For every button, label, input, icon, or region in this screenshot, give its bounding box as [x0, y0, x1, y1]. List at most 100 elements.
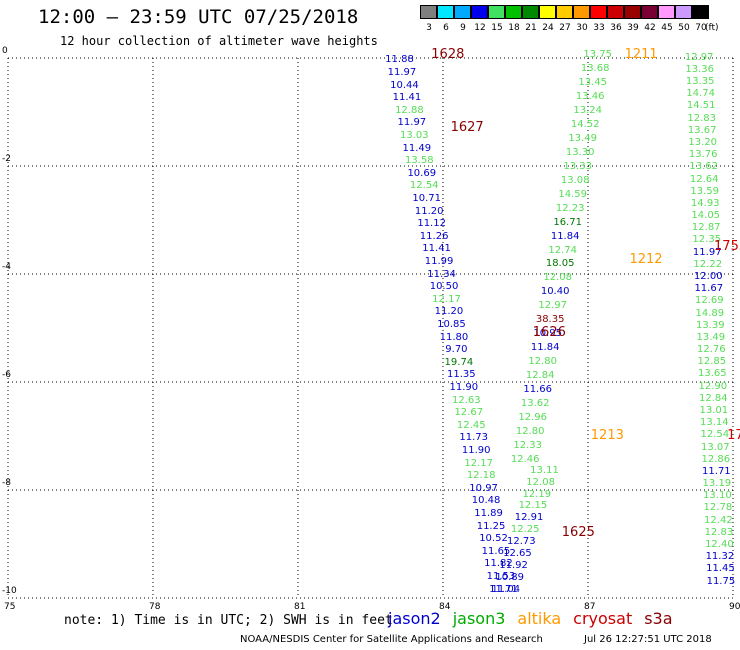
- legend-label: 45: [661, 23, 673, 33]
- wave-height-value: 13.45: [578, 76, 607, 88]
- satellite-legend-altika: altika: [517, 609, 562, 628]
- wave-height-value: 11.73: [459, 432, 489, 444]
- wave-height-value: 11.97: [692, 246, 722, 258]
- lat-tick-label: -4: [2, 262, 11, 272]
- wave-height-value: 13.62: [689, 161, 719, 173]
- legend-swatch: [505, 5, 522, 19]
- wave-height-value: 9.70: [445, 344, 468, 356]
- wave-height-value: 11.71: [489, 583, 518, 595]
- wave-height-value: 14.89: [695, 307, 725, 319]
- wave-height-value: 12.00: [693, 270, 723, 282]
- lon-tick-label: 87: [584, 602, 596, 612]
- satellite-legend: jason2 jason3 altika cryosat s3a: [388, 609, 685, 628]
- lat-tick-label: -10: [2, 586, 17, 596]
- wave-height-value: 14.74: [686, 88, 715, 100]
- wave-height-value: 13.07: [701, 441, 730, 453]
- legend-label: 6: [443, 23, 449, 33]
- wave-height-value: 12.86: [701, 453, 731, 465]
- wave-height-value: 12.33: [513, 440, 542, 452]
- wave-height-value: 13.01: [699, 404, 729, 416]
- legend-label: 15: [491, 23, 503, 33]
- legend-swatch: [522, 5, 539, 19]
- wave-height-value: 11.75: [706, 575, 736, 587]
- wave-height-value: 11.88: [385, 54, 414, 66]
- wave-height-value: 10.69: [407, 167, 437, 179]
- wave-height-value: 12.96: [518, 412, 547, 424]
- wave-height-value: 13.59: [690, 185, 720, 197]
- wave-height-value: 11.49: [402, 142, 432, 154]
- wave-height-value: 13.24: [573, 104, 602, 116]
- wave-height-value: 13.65: [697, 368, 727, 380]
- wave-height-value: 12.74: [548, 244, 577, 256]
- legend-swatch: [675, 5, 692, 19]
- wave-height-value: 11.89: [474, 508, 503, 519]
- satellite-legend-cryosat: cryosat: [573, 609, 633, 628]
- legend-swatch: [471, 5, 488, 19]
- legend-swatch: [607, 5, 624, 19]
- wave-height-value: 10.50: [429, 281, 459, 293]
- wave-height-value: 11.65: [481, 545, 511, 557]
- wave-height-value: 13.62: [520, 398, 550, 410]
- pass-number-label: 1625: [561, 524, 595, 540]
- wave-height-value: 13.36: [685, 63, 714, 75]
- wave-height-value: 12.88: [395, 104, 424, 116]
- wave-height-value: 13.14: [700, 417, 729, 429]
- wave-height-value: 11.97: [387, 67, 417, 78]
- wave-height-value: 11.80: [439, 331, 469, 343]
- legend-swatch: [658, 5, 675, 19]
- wave-height-value: 13.30: [565, 146, 595, 158]
- wave-height-value: 11.90: [449, 382, 479, 393]
- generated-timestamp: Jul 26 12:27:51 UTC 2018: [584, 634, 712, 645]
- satellite-legend-s3a: s3a: [644, 609, 673, 628]
- wave-height-value: 12.67: [454, 407, 484, 419]
- legend-swatch: [420, 5, 437, 19]
- wave-height-value: 11.82: [484, 558, 513, 570]
- lat-tick-label: 0: [2, 46, 8, 56]
- credit-text: NOAA/NESDIS Center for Satellite Applica…: [240, 634, 543, 645]
- wave-height-value: 12.63: [451, 394, 481, 406]
- legend-label: 21: [525, 23, 537, 33]
- wave-height-value: 12.73: [506, 536, 536, 548]
- pass-number-label: 1211: [624, 47, 658, 62]
- legend-swatch: [692, 5, 709, 19]
- wave-height-value: 11.04: [491, 583, 521, 595]
- wave-height-value: 11.90: [461, 445, 491, 456]
- wave-height-value: 13.46: [575, 90, 605, 102]
- wave-height-value: 11.41: [422, 243, 451, 255]
- wave-height-value: 13.08: [560, 174, 590, 186]
- wave-height-value: 11.99: [424, 256, 454, 267]
- wave-height-value: 11.20: [434, 306, 464, 318]
- wave-height-value: 13.58: [404, 155, 434, 167]
- wave-height-value: 12.97: [684, 51, 714, 63]
- legend-label: 27: [559, 23, 571, 33]
- wave-height-value: 12.83: [687, 112, 717, 124]
- wave-height-value: 12.42: [704, 514, 733, 526]
- wave-height-value: 13.33: [563, 160, 592, 172]
- legend-label: 12: [474, 23, 486, 33]
- legend-swatch: [590, 5, 607, 19]
- wave-height-value: 13.19: [702, 478, 732, 490]
- lon-tick-label: 81: [294, 602, 306, 612]
- wave-height-value: 11.35: [447, 369, 476, 381]
- wave-height-value: 13.68: [580, 62, 610, 74]
- wave-height-value: 10.85: [437, 319, 466, 330]
- wave-height-value: 14.59: [558, 188, 587, 200]
- wave-height-value: 10.97: [469, 482, 498, 494]
- wave-height-value: 12.15: [518, 500, 548, 512]
- wave-height-value: 12.08: [543, 272, 572, 284]
- wave-height-value: 13.67: [687, 124, 717, 136]
- satellite-legend-jason2: jason2: [388, 609, 441, 628]
- wave-height-value: 12.80: [515, 426, 545, 438]
- wave-height-value: 11.92: [499, 559, 528, 571]
- wave-height-value: 12.97: [538, 300, 567, 312]
- wave-height-value: 11.53: [486, 571, 516, 582]
- wave-height-value: 12.65: [503, 547, 532, 559]
- wave-height-value: 12.17: [432, 293, 461, 305]
- wave-height-value: 11.45: [706, 563, 735, 575]
- wave-height-value: 12.78: [703, 502, 733, 514]
- wave-height-value: 12.90: [698, 380, 728, 392]
- wave-height-value: 11.97: [397, 117, 427, 129]
- wave-height-value: 11.12: [417, 218, 446, 230]
- legend-swatch: [556, 5, 573, 19]
